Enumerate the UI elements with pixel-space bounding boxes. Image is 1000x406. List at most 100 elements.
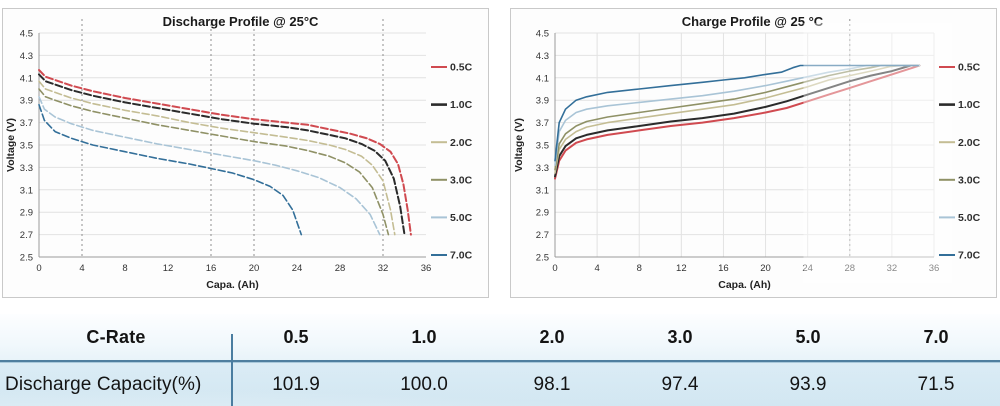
c-rate-values: 0.5 1.0 2.0 3.0 5.0 7.0	[232, 327, 1000, 348]
tick-label: 4.5	[536, 29, 549, 40]
tick-label: 24	[292, 263, 303, 274]
tick-label: 4.3	[20, 51, 33, 62]
c-rate-value: 2.0	[539, 326, 565, 347]
series-line-0.5C	[554, 64, 921, 180]
tick-label: 0	[36, 263, 41, 274]
series-line-2.0C	[38, 80, 396, 236]
legend-item-7.0C: 7.0C	[431, 250, 473, 262]
tick-label: 3.9	[20, 96, 33, 107]
legend-label: 3.0C	[958, 174, 981, 186]
capacity-value: 93.9	[789, 373, 827, 395]
tick-label: 3.5	[20, 141, 33, 152]
series-line-5.0C	[554, 64, 921, 166]
tick-label: 12	[676, 263, 687, 274]
x-axis-tick-labels: 0 4 8 12 16 20 24 28 32 36	[552, 263, 939, 274]
table-horizontal-rule	[0, 360, 1000, 363]
legend-label: 7.0C	[958, 250, 981, 262]
series-line-3.0C	[38, 88, 390, 236]
series-line-0.5C	[38, 69, 412, 236]
legend-label: 0.5C	[450, 62, 473, 74]
tick-label: 2.7	[20, 230, 33, 241]
series-line-3.0C	[554, 64, 921, 171]
chart-title: Charge Profile @ 25 °C	[682, 14, 824, 29]
tick-label: 3.7	[536, 118, 549, 129]
y-axis-tick-labels: 4.5 4.3 4.1 3.9 3.7 3.5 3.3 3.1 2.9 2.7 2.5	[20, 29, 33, 264]
tick-label: 4.5	[20, 29, 33, 40]
legend-label: 3.0C	[450, 174, 473, 186]
tick-label: 0	[552, 263, 557, 274]
series-line-1.0C	[38, 73, 406, 236]
legend-label: 5.0C	[450, 212, 473, 224]
series-line-7.0C	[554, 64, 920, 162]
legend-item-3.0C: 3.0C	[939, 174, 981, 186]
tick-label: 3.7	[20, 118, 33, 129]
table-column-divider	[231, 334, 233, 406]
c-rate-header-label: C-Rate	[86, 326, 146, 347]
legend-item-5.0C: 5.0C	[431, 212, 473, 224]
tick-label: 28	[335, 263, 346, 274]
c-rate-value: 5.0	[795, 326, 821, 347]
c-rate-value: 0.5	[283, 326, 309, 347]
legend-item-1.0C: 1.0C	[939, 99, 981, 111]
tick-label: 8	[122, 263, 127, 274]
tick-label: 3.5	[536, 141, 549, 152]
legend-item-3.0C: 3.0C	[431, 174, 473, 186]
y-axis-tick-labels: 4.5 4.3 4.1 3.9 3.7 3.5 3.3 3.1 2.9 2.7 2.5	[536, 29, 549, 264]
tick-label: 4	[594, 263, 599, 274]
legend-label: 0.5C	[958, 62, 981, 74]
c-rate-value: 7.0	[923, 326, 949, 347]
tick-label: 36	[929, 263, 940, 274]
capacity-value: 101.9	[272, 373, 320, 395]
y-axis-title: Voltage (V)	[5, 118, 17, 172]
chart-title: Discharge Profile @ 25°C	[163, 14, 319, 29]
legend-label: 7.0C	[450, 250, 473, 262]
legend-label: 1.0C	[958, 99, 981, 111]
tick-label: 24	[802, 263, 813, 274]
tick-label: 16	[206, 263, 217, 274]
tick-label: 4.1	[20, 73, 33, 84]
table-header-row: C-Rate 0.5 1.0 2.0 3.0 5.0 7.0	[0, 314, 1000, 360]
tick-label: 32	[378, 263, 389, 274]
legend-label: 2.0C	[450, 137, 473, 149]
tick-label: 20	[249, 263, 260, 274]
legend-label: 1.0C	[450, 99, 473, 111]
series-line-7.0C	[38, 103, 303, 236]
tick-label: 2.9	[20, 208, 33, 219]
tick-label: 4.1	[536, 73, 549, 84]
tick-label: 4	[79, 263, 84, 274]
tick-label: 4.3	[536, 51, 549, 62]
x-axis-tick-labels: 0 4 8 12 16 20 24 28 32 36	[36, 263, 431, 274]
legend-item-1.0C: 1.0C	[431, 99, 473, 111]
tick-label: 32	[887, 263, 898, 274]
c-rate-value: 3.0	[667, 326, 693, 347]
legend: 0.5C 1.0C 2.0C 3.0C 5.0C 7.0C	[431, 62, 473, 262]
legend-label: 5.0C	[958, 212, 981, 224]
tick-label: 16	[718, 263, 729, 274]
legend-item-0.5C: 0.5C	[939, 62, 981, 74]
tick-label: 3.3	[20, 163, 33, 174]
capacity-value: 100.0	[400, 373, 448, 395]
legend-item-0.5C: 0.5C	[431, 62, 473, 74]
charge-profile-chart-panel: 0 4 8 12 16 20 24 28 32 36 4.5 4.3 4.1 3.9 3.7 3.5 3.3 3.…	[510, 8, 997, 298]
tick-label: 36	[421, 263, 432, 274]
tick-label: 8	[637, 263, 642, 274]
legend-item-7.0C: 7.0C	[939, 250, 981, 262]
c-rate-capacity-table: C-Rate 0.5 1.0 2.0 3.0 5.0 7.0 Discharge Capa…	[0, 314, 1000, 406]
washed-out-overlay	[803, 23, 952, 283]
tick-label: 2.5	[536, 253, 549, 264]
discharge-chart-svg: 0 4 8 12 16 20 24 28 32 36 4.5 4.3 4.1 3.9 3.7 3.5 3.3 3.…	[5, 14, 473, 291]
x-axis-title: Capa. (Ah)	[206, 279, 259, 291]
legend-label: 2.0C	[958, 137, 981, 149]
series-line-2.0C	[554, 64, 921, 174]
tick-label: 2.7	[536, 230, 549, 241]
capacity-values: 101.9 100.0 98.1 97.4 93.9 71.5	[232, 374, 1000, 396]
table-data-row: Discharge Capacity(%) 101.9 100.0 98.1 97.4…	[0, 363, 1000, 406]
legend: 0.5C 1.0C 2.0C 3.0C 5.0C 7.0C	[939, 62, 981, 262]
tick-label: 28	[844, 263, 855, 274]
legend-item-2.0C: 2.0C	[939, 137, 981, 149]
capacity-value: 97.4	[661, 373, 699, 395]
series-line-1.0C	[554, 64, 921, 178]
tick-label: 3.1	[536, 185, 549, 196]
legend-item-2.0C: 2.0C	[431, 137, 473, 149]
